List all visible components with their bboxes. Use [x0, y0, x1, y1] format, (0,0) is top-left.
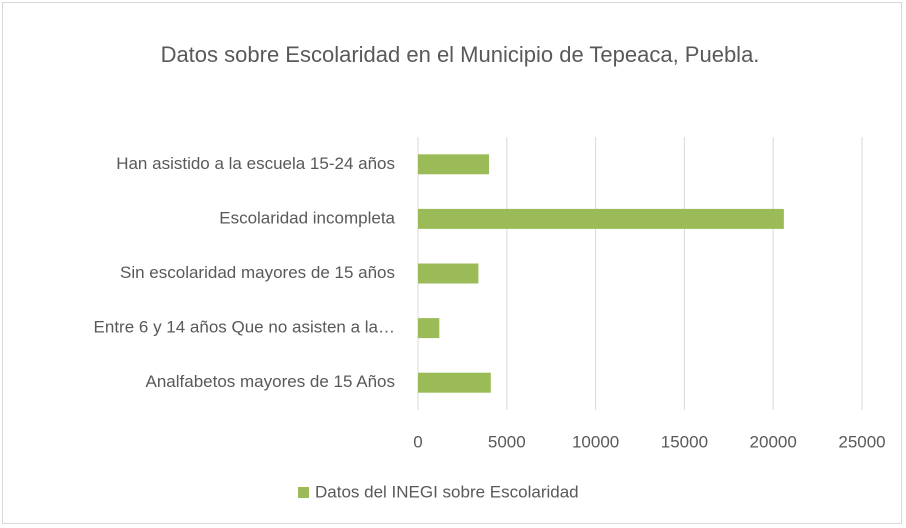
bar: [418, 154, 490, 175]
bar: [418, 318, 440, 339]
bar: [418, 208, 784, 229]
y-tick-label: Entre 6 y 14 años Que no asisten a la…: [94, 318, 395, 337]
x-tick-label: 20000: [750, 432, 797, 451]
chart-title: Datos sobre Escolaridad en el Municipio …: [160, 42, 760, 67]
legend-label: Datos del INEGI sobre Escolaridad: [315, 482, 579, 501]
bar: [418, 372, 491, 393]
x-tick-label: 10000: [572, 432, 619, 451]
x-tick-label: 0: [413, 432, 422, 451]
y-tick-label: Han asistido a la escuela 15-24 años: [116, 154, 395, 173]
bar: [418, 263, 479, 284]
y-tick-label: Sin escolaridad mayores de 15 años: [120, 263, 395, 282]
x-tick-label: 15000: [661, 432, 708, 451]
x-tick-label: 5000: [488, 432, 526, 451]
y-tick-label: Analfabetos mayores de 15 Años: [146, 372, 396, 391]
x-tick-label: 25000: [838, 432, 885, 451]
y-tick-label: Escolaridad incompleta: [219, 208, 395, 227]
legend-swatch: [298, 487, 309, 498]
